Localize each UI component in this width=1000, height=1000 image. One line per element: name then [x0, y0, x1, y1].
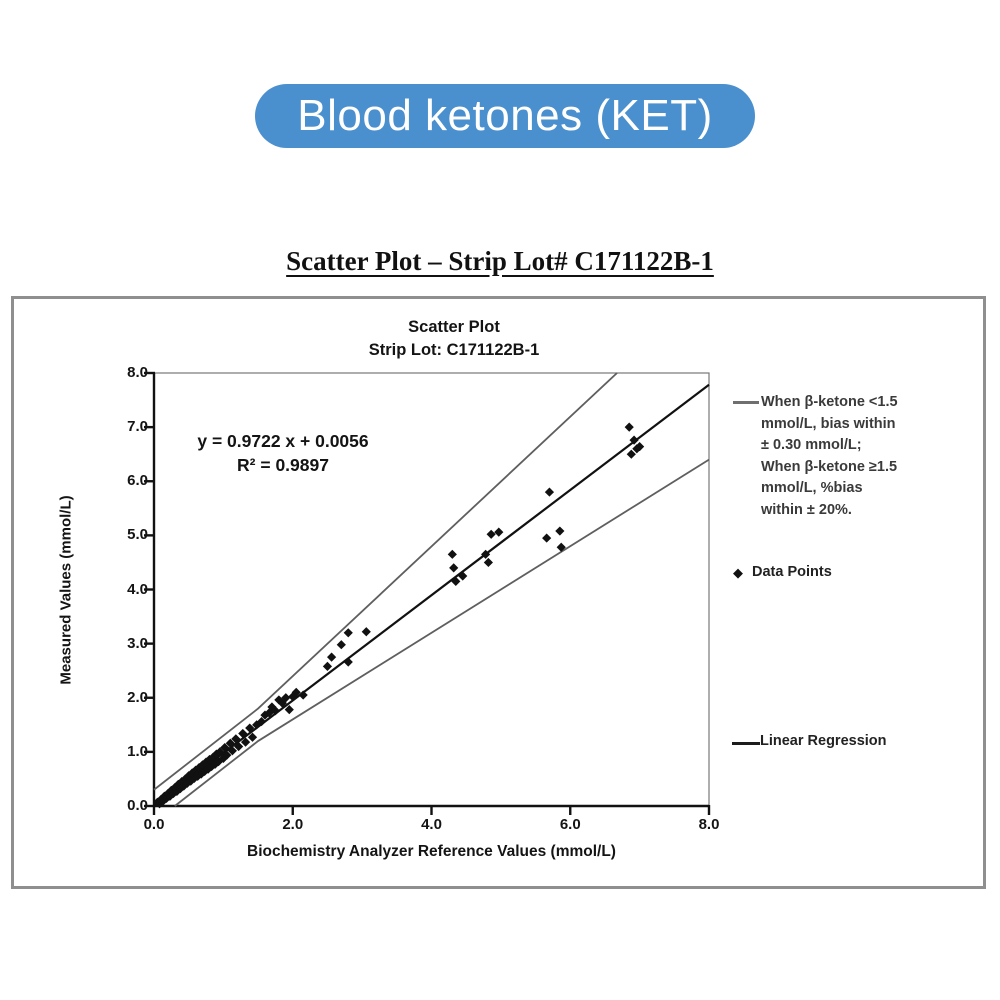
regression-line [153, 383, 710, 807]
badge-label: Blood ketones (KET) [297, 91, 713, 140]
data-points-label: Data Points [752, 564, 832, 580]
chart-title-line1: Scatter Plot [408, 318, 500, 336]
data-point [234, 741, 244, 752]
data-point [343, 628, 353, 638]
data-point [544, 487, 555, 497]
x-tick-label: 8.0 [698, 816, 720, 833]
data-point [447, 549, 457, 559]
data-point [154, 799, 165, 809]
y-tick-label: 8.0 [127, 364, 148, 381]
data-point [270, 706, 281, 716]
data-point [483, 557, 493, 568]
data-point [203, 764, 213, 774]
data-point [240, 737, 251, 747]
figure-border [11, 296, 986, 889]
lower-bias-line [174, 458, 710, 807]
data-point [170, 782, 180, 793]
data-point [166, 785, 176, 795]
data-point [247, 732, 258, 742]
bias-legend-text: When β-ketone <1.5 mmol/L, bias within ±… [761, 394, 898, 518]
regression-legend-marker [732, 742, 760, 745]
y-tick-label: 0.0 [127, 797, 148, 814]
data-point [322, 661, 333, 671]
data-point [361, 627, 371, 637]
x-axis-label: Biochemistry Analyzer Reference Values (… [247, 843, 616, 860]
data-point [626, 449, 636, 459]
data-point [264, 708, 274, 718]
data-point [191, 765, 201, 775]
data-point [158, 796, 168, 806]
bias-line-legend-marker [733, 401, 759, 404]
data-point [208, 752, 218, 762]
data-point [220, 742, 230, 753]
data-point [194, 762, 204, 773]
data-point [449, 563, 459, 573]
page-title: Scatter Plot – Strip Lot# C171122B-1 [286, 246, 714, 276]
data-point [172, 786, 182, 796]
equation-line: y = 0.9722 x + 0.0056 [197, 431, 369, 451]
data-point [327, 652, 337, 662]
data-point [165, 791, 175, 801]
data-point [284, 705, 294, 715]
chart-title-line2: Strip Lot: C171122B-1 [368, 341, 540, 359]
data-point [542, 533, 552, 543]
data-point [458, 571, 468, 581]
data-point [336, 640, 346, 650]
diamond-icon: ◆ [733, 564, 743, 580]
data-point [629, 435, 639, 445]
regression-legend-label: Linear Regression [760, 733, 887, 749]
r-squared-line: R² = 0.9897 [237, 455, 329, 475]
y-tick-label: 4.0 [127, 580, 148, 598]
upper-bias-line [153, 372, 618, 791]
data-point [222, 750, 232, 760]
data-point [267, 702, 277, 712]
data-point [196, 769, 206, 779]
scatter-plot-canvas [11, 296, 986, 889]
data-point [555, 526, 565, 536]
data-points-legend: ◆ Data Points [733, 564, 983, 580]
data-point [451, 576, 461, 586]
data-point [494, 527, 504, 537]
data-point [210, 759, 220, 769]
data-point [281, 693, 291, 703]
data-point [256, 716, 267, 727]
data-point [238, 728, 248, 739]
data-point [211, 749, 222, 759]
blood-ketones-badge: Blood ketones (KET) [255, 84, 755, 148]
data-point [193, 771, 203, 781]
x-tick-label: 0.0 [143, 816, 165, 833]
data-point [227, 746, 237, 756]
data-point [486, 529, 496, 539]
data-point [635, 442, 645, 452]
x-tick-label: 6.0 [559, 816, 581, 833]
data-point [182, 778, 192, 788]
y-axis-label: Measured Values (mmol/L) [57, 495, 75, 685]
data-point [481, 549, 491, 559]
data-point [624, 422, 634, 432]
data-point [291, 687, 301, 697]
data-point [298, 690, 308, 700]
data-point [173, 779, 183, 789]
y-tick-label: 7.0 [127, 418, 148, 436]
y-tick-label: 1.0 [127, 742, 148, 760]
data-point [231, 734, 241, 744]
y-tick-label: 5.0 [127, 526, 148, 544]
regression-equation: y = 0.9722 x + 0.0056 R² = 0.9897 [73, 429, 493, 477]
chart-title: Scatter Plot Strip Lot: C171122B-1 [154, 316, 754, 362]
data-point [225, 738, 235, 748]
x-tick-label: 2.0 [282, 816, 304, 833]
data-point [201, 757, 211, 767]
x-tick-label: 4.0 [421, 816, 442, 833]
data-point [184, 771, 194, 781]
y-tick-label: 2.0 [127, 688, 148, 706]
data-point [186, 776, 196, 786]
y-tick-label: 3.0 [127, 634, 148, 652]
data-point [343, 657, 353, 667]
y-tick-label: 6.0 [127, 472, 148, 490]
data-point [175, 784, 185, 794]
figure-box: Scatter Plot Strip Lot: C171122B-1 y = 0… [11, 296, 986, 889]
data-point [213, 757, 224, 767]
data-point [245, 723, 255, 733]
